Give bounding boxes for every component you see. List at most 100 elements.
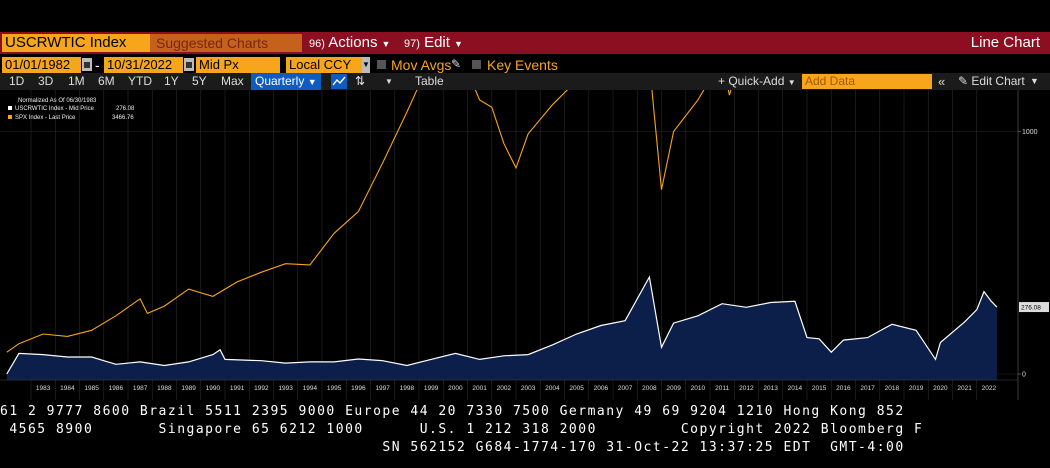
x-tick-label: 1999	[424, 385, 439, 392]
frequency-label: Quarterly	[255, 74, 305, 88]
add-data-input[interactable]: Add Data	[802, 74, 932, 89]
last-value-labels: 3466.76276.08	[1019, 302, 1049, 313]
x-tick-label: 2017	[860, 385, 875, 392]
x-tick-label: 1985	[84, 385, 99, 392]
x-tick-label: 1996	[351, 385, 366, 392]
x-tick-label: 1987	[133, 385, 148, 392]
chevron-down-icon[interactable]: ▼	[362, 57, 370, 73]
end-date-field[interactable]: 10/31/2022	[104, 57, 183, 73]
series-fill-uscrwtic	[6, 277, 997, 380]
legend-swatch-spx	[8, 115, 12, 119]
mov-avgs-checkbox[interactable]	[377, 60, 386, 69]
x-tick-label: 2019	[909, 385, 924, 392]
x-tick-label: 1984	[60, 385, 75, 392]
x-tick-label: 2006	[594, 385, 609, 392]
key-events-label[interactable]: Key Events	[487, 57, 558, 73]
quick-add-label: + Quick-Add	[718, 74, 785, 88]
legend-value-spx: 3466.76	[112, 115, 134, 121]
y-tick-label: 0	[1022, 372, 1026, 379]
x-tick-label: 1997	[375, 385, 390, 392]
legend-label-uscrwtic: USCRWTIC Index - Mid Price	[15, 106, 95, 112]
key-events-checkbox[interactable]	[472, 60, 481, 69]
x-tick-label: 2005	[569, 385, 584, 392]
calendar-icon[interactable]	[82, 58, 92, 71]
period-6m-button[interactable]: 6M	[98, 74, 115, 88]
y-tick-label: 1000	[1022, 129, 1038, 136]
x-tick-label: 2016	[836, 385, 851, 392]
x-tick-label: 1990	[206, 385, 221, 392]
pencil-icon[interactable]: ✎	[451, 57, 462, 71]
x-tick-label: 2015	[812, 385, 827, 392]
x-tick-label: 2007	[618, 385, 633, 392]
x-tick-label: 2000	[448, 385, 463, 392]
x-tick-label: 2013	[763, 385, 778, 392]
edit-chart-label: Edit Chart	[971, 74, 1025, 88]
price-field-select[interactable]: Mid Px	[196, 57, 280, 73]
series-line-uscrwtic	[6, 275, 998, 375]
x-tick-label: 2018	[885, 385, 900, 392]
x-tick-label: 2008	[642, 385, 657, 392]
x-tick-label: 1989	[181, 385, 196, 392]
period-1m-button[interactable]: 1M	[68, 74, 85, 88]
currency-select[interactable]: Local CCY	[286, 57, 362, 73]
x-tick-label: 1994	[303, 385, 318, 392]
collapse-icon[interactable]: «	[938, 74, 946, 89]
legend-value-uscrwtic: 276.08	[116, 106, 135, 112]
date-separator: -	[95, 57, 100, 73]
x-tick-label: 2014	[788, 385, 803, 392]
legend-title: Normalized As Of 06/30/1983	[18, 98, 97, 104]
chevron-down-icon[interactable]: ▼	[385, 77, 393, 86]
actions-menu-label: Actions	[328, 34, 378, 51]
x-tick-label: 2009	[666, 385, 681, 392]
x-tick-label: 2010	[691, 385, 706, 392]
suggested-charts-button[interactable]: Suggested Charts	[150, 34, 302, 52]
series-line-spx	[6, 90, 732, 353]
footer-line-3: SN 562152 G684-1774-170 31-Oct-22 13:37:…	[0, 440, 905, 455]
frequency-select[interactable]: Quarterly ▼	[251, 73, 321, 90]
period-3d-button[interactable]: 3D	[38, 74, 54, 88]
period-max-button[interactable]: Max	[221, 74, 244, 88]
x-tick-label: 2012	[739, 385, 754, 392]
edit-menu[interactable]: 97) Edit ▼	[404, 33, 463, 53]
start-date-field[interactable]: 01/01/1982	[2, 57, 81, 73]
actions-menu-number: 96)	[309, 38, 325, 50]
x-tick-label: 2001	[472, 385, 487, 392]
edit-menu-label: Edit	[424, 34, 450, 51]
last-value-badge	[1019, 302, 1049, 313]
chart-type-label: Line Chart	[970, 34, 1040, 51]
x-tick-label: 2004	[545, 385, 560, 392]
x-axis: 1983 1984 1985 1986 1987 1988 1989 1990 1991 1992…	[0, 379, 1018, 392]
x-tick-label: 1988	[157, 385, 172, 392]
actions-menu[interactable]: 96) Actions ▼	[309, 33, 390, 53]
period-5y-button[interactable]: 5Y	[192, 74, 207, 88]
x-tick-label: 2022	[982, 385, 997, 392]
calendar-icon[interactable]	[184, 58, 194, 71]
x-tick-label: 1998	[400, 385, 415, 392]
chevron-down-icon: ▼	[453, 39, 463, 49]
period-ytd-button[interactable]: YTD	[128, 74, 152, 88]
x-tick-label: 1986	[109, 385, 124, 392]
table-button[interactable]: Table	[415, 74, 444, 88]
x-tick-label: 1983	[36, 385, 51, 392]
x-tick-label: 1993	[278, 385, 293, 392]
x-tick-label: 2011	[715, 385, 729, 392]
x-tick-label: 2021	[957, 385, 972, 392]
chevron-down-icon: ▼	[787, 78, 796, 87]
x-tick-label: 2003	[521, 385, 536, 392]
quick-add-button[interactable]: + Quick-Add ▼	[718, 73, 796, 90]
ticker-input[interactable]: USCRWTIC Index	[2, 34, 150, 52]
legend-label-spx: SPX Index - Last Price	[15, 115, 76, 121]
period-1d-button[interactable]: 1D	[9, 74, 25, 88]
chevron-down-icon[interactable]: ▼	[1030, 76, 1039, 86]
line-chart: 01000200030004000 1983198419851986198719…	[0, 90, 1049, 400]
chart-grid	[0, 90, 1018, 400]
mov-avgs-label[interactable]: Mov Avgs	[391, 57, 452, 73]
edit-chart-button[interactable]: ✎ Edit Chart	[958, 73, 1025, 90]
sort-icon[interactable]: ⇅	[355, 74, 366, 88]
period-1y-button[interactable]: 1Y	[164, 74, 179, 88]
x-tick-label: 1991	[230, 385, 245, 392]
line-chart-icon[interactable]	[331, 74, 347, 89]
footer-line-1: 61 2 9777 8600 Brazil 5511 2395 9000 Eur…	[0, 404, 905, 419]
last-value-text: 276.08	[1021, 305, 1041, 312]
chevron-down-icon: ▼	[307, 77, 317, 87]
